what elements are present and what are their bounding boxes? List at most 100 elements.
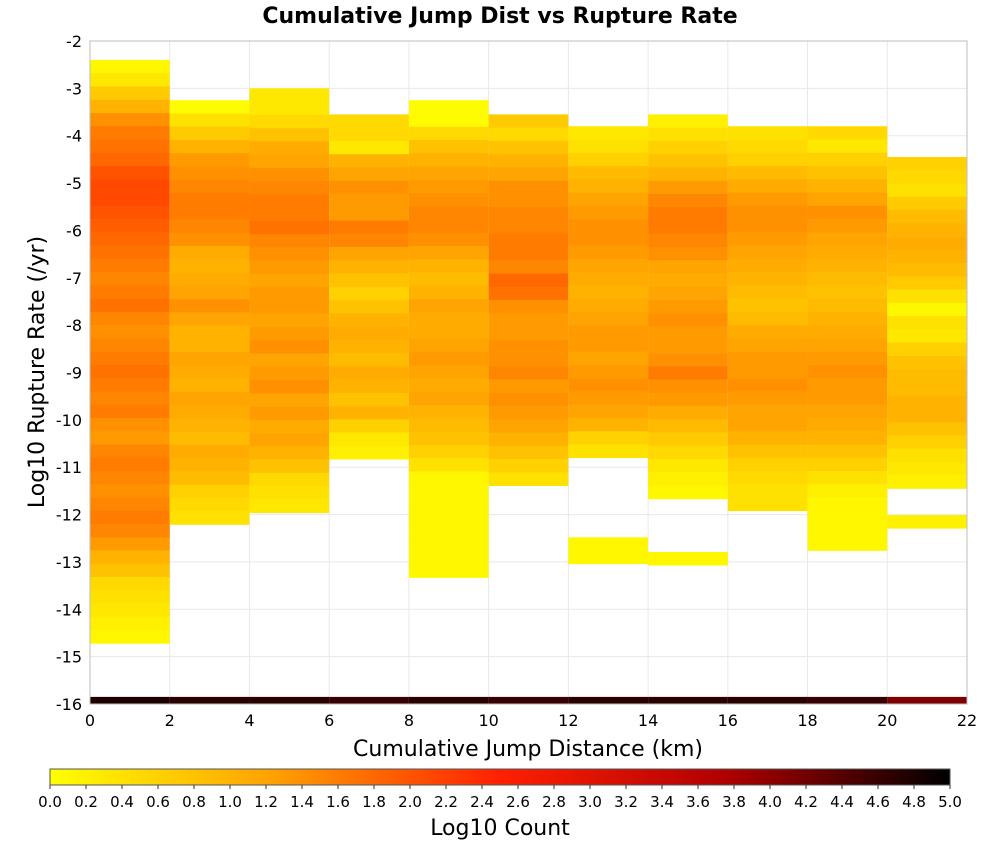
heatmap-cell (807, 524, 888, 538)
heatmap-cell (807, 272, 888, 286)
heatmap-cell-bottom-row (488, 696, 569, 704)
heatmap-cell (648, 233, 728, 248)
colorbar-tick-label: 3.0 (578, 793, 602, 811)
heatmap-cell (408, 378, 489, 393)
colorbar-tick-label: 4.2 (794, 793, 818, 811)
heatmap-cell (90, 112, 170, 127)
heatmap-cell (727, 311, 808, 326)
heatmap-cell-bottom-row (169, 696, 250, 704)
heatmap-cell (90, 510, 170, 525)
heatmap-cell (568, 378, 649, 392)
colorbar-tick-label: 2.2 (434, 793, 458, 811)
heatmap-cell (727, 298, 808, 313)
heatmap-cell (807, 245, 888, 260)
heatmap-cell (488, 207, 569, 221)
y-tick-label: -4 (66, 127, 82, 146)
heatmap-cell (329, 154, 409, 168)
heatmap-cell (727, 497, 808, 512)
heatmap-cell (408, 352, 489, 366)
x-tick-label: 10 (478, 711, 498, 730)
heatmap-cell (169, 153, 250, 167)
heatmap-cell (408, 444, 489, 459)
heatmap-cell (90, 192, 170, 207)
heatmap-cell (727, 258, 808, 273)
colorbar-tick-label: 4.0 (758, 793, 782, 811)
heatmap-cell (568, 417, 649, 432)
heatmap-cell (249, 220, 330, 235)
heatmap-cell (249, 114, 330, 129)
heatmap-cell (408, 365, 489, 379)
heatmap-cell (249, 154, 330, 169)
colorbar-tick-label: 2.8 (542, 793, 566, 811)
heatmap-cells (90, 59, 967, 704)
heatmap-cell (488, 260, 569, 274)
heatmap-cell (90, 73, 170, 87)
heatmap-cell (329, 167, 409, 182)
x-tick-label: 22 (957, 711, 977, 730)
heatmap-cell (488, 167, 569, 182)
heatmap-cell (488, 326, 569, 341)
heatmap-cell (807, 484, 888, 498)
heatmap-cell (90, 364, 170, 379)
heatmap-cell (169, 511, 250, 525)
y-tick-label: -14 (56, 600, 82, 619)
colorbar-tick-label: 4.8 (902, 793, 926, 811)
plot-frame (89, 40, 968, 705)
heatmap-cell (887, 223, 967, 237)
heatmap-cell (807, 364, 888, 379)
heatmap-cell (488, 392, 569, 407)
heatmap-cell (727, 192, 808, 207)
heatmap-cell (408, 113, 489, 128)
heatmap-cell (90, 563, 170, 578)
heatmap-cell (90, 497, 170, 512)
heatmap-cell (90, 126, 170, 140)
heatmap-cell (329, 193, 409, 208)
heatmap-cell (807, 285, 888, 299)
heatmap-cell (887, 382, 967, 397)
heatmap-cell (727, 444, 808, 459)
heatmap-cell (90, 457, 170, 472)
heatmap-cell-bottom-row (568, 696, 649, 704)
heatmap-cell (329, 247, 409, 261)
heatmap-cell (887, 276, 967, 290)
heatmap-cell (249, 472, 330, 487)
heatmap-cell (249, 419, 330, 434)
colorbar-tick-label: 0.8 (182, 793, 206, 811)
heatmap-cell (249, 380, 330, 394)
heatmap-cell (169, 418, 250, 432)
heatmap-cell (90, 152, 170, 167)
heatmap-cell (249, 287, 330, 301)
colorbar-tick-label: 3.6 (686, 793, 710, 811)
y-tick-label: -9 (66, 364, 82, 383)
heatmap-cell (90, 139, 170, 154)
y-tick-label: -8 (66, 316, 82, 335)
heatmap-cell (568, 272, 649, 286)
heatmap-cell (90, 391, 170, 406)
heatmap-cell-bottom-row (727, 696, 808, 704)
heatmap-cell-bottom-row (329, 696, 409, 704)
heatmap-cell (329, 419, 409, 433)
colorbar (49, 768, 951, 786)
heatmap-cell (488, 366, 569, 380)
heatmap-cell (727, 219, 808, 233)
heatmap-cell (887, 369, 967, 383)
heatmap-cell (169, 179, 250, 194)
colorbar-tick-label: 0.0 (38, 793, 62, 811)
x-tick-label: 2 (165, 711, 175, 730)
heatmap-cell (727, 139, 808, 154)
heatmap-cell (568, 537, 649, 551)
heatmap-cell (169, 444, 250, 459)
heatmap-cell (648, 140, 728, 155)
heatmap-cell (329, 180, 409, 195)
heatmap-cell (488, 114, 569, 128)
colorbar-tick-label: 4.4 (830, 793, 854, 811)
heatmap-cell (807, 471, 888, 485)
heatmap-cell (568, 179, 649, 193)
heatmap-cell (568, 219, 649, 233)
y-tick-label: -12 (56, 506, 82, 525)
heatmap-cell (329, 313, 409, 327)
y-tick-label: -5 (66, 174, 82, 193)
heatmap-cell (169, 285, 250, 300)
x-tick-label: 8 (404, 711, 414, 730)
